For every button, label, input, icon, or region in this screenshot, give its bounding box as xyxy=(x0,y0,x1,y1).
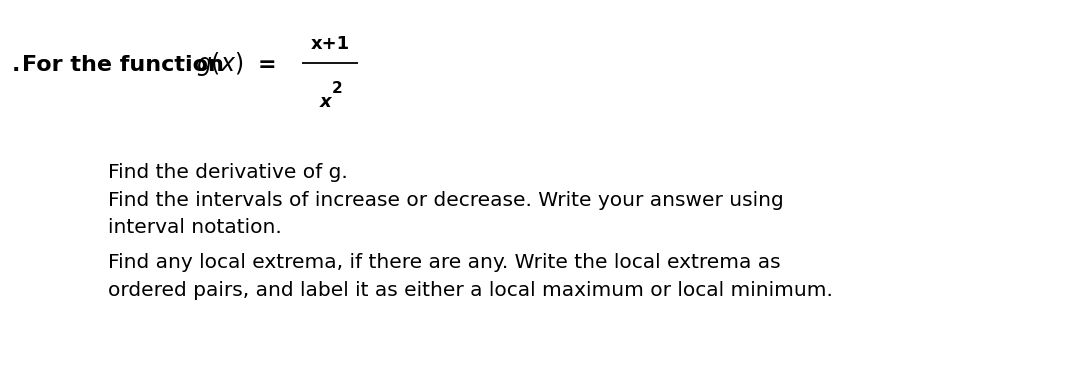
Text: Find any local extrema, if there are any. Write the local extrema as: Find any local extrema, if there are any… xyxy=(108,253,781,272)
Text: =: = xyxy=(258,55,277,75)
Text: x+1: x+1 xyxy=(311,35,349,53)
Text: x: x xyxy=(320,93,332,111)
Text: For the function: For the function xyxy=(22,55,232,75)
Text: Find the intervals of increase or decrease. Write your answer using: Find the intervals of increase or decrea… xyxy=(108,191,784,210)
Text: $\mathit{g}(x)$: $\mathit{g}(x)$ xyxy=(197,50,244,78)
Text: interval notation.: interval notation. xyxy=(108,218,282,237)
Text: Find the derivative of g.: Find the derivative of g. xyxy=(108,163,348,182)
Text: ordered pairs, and label it as either a local maximum or local minimum.: ordered pairs, and label it as either a … xyxy=(108,281,833,300)
Text: 2: 2 xyxy=(332,81,343,96)
Text: .: . xyxy=(12,55,20,75)
